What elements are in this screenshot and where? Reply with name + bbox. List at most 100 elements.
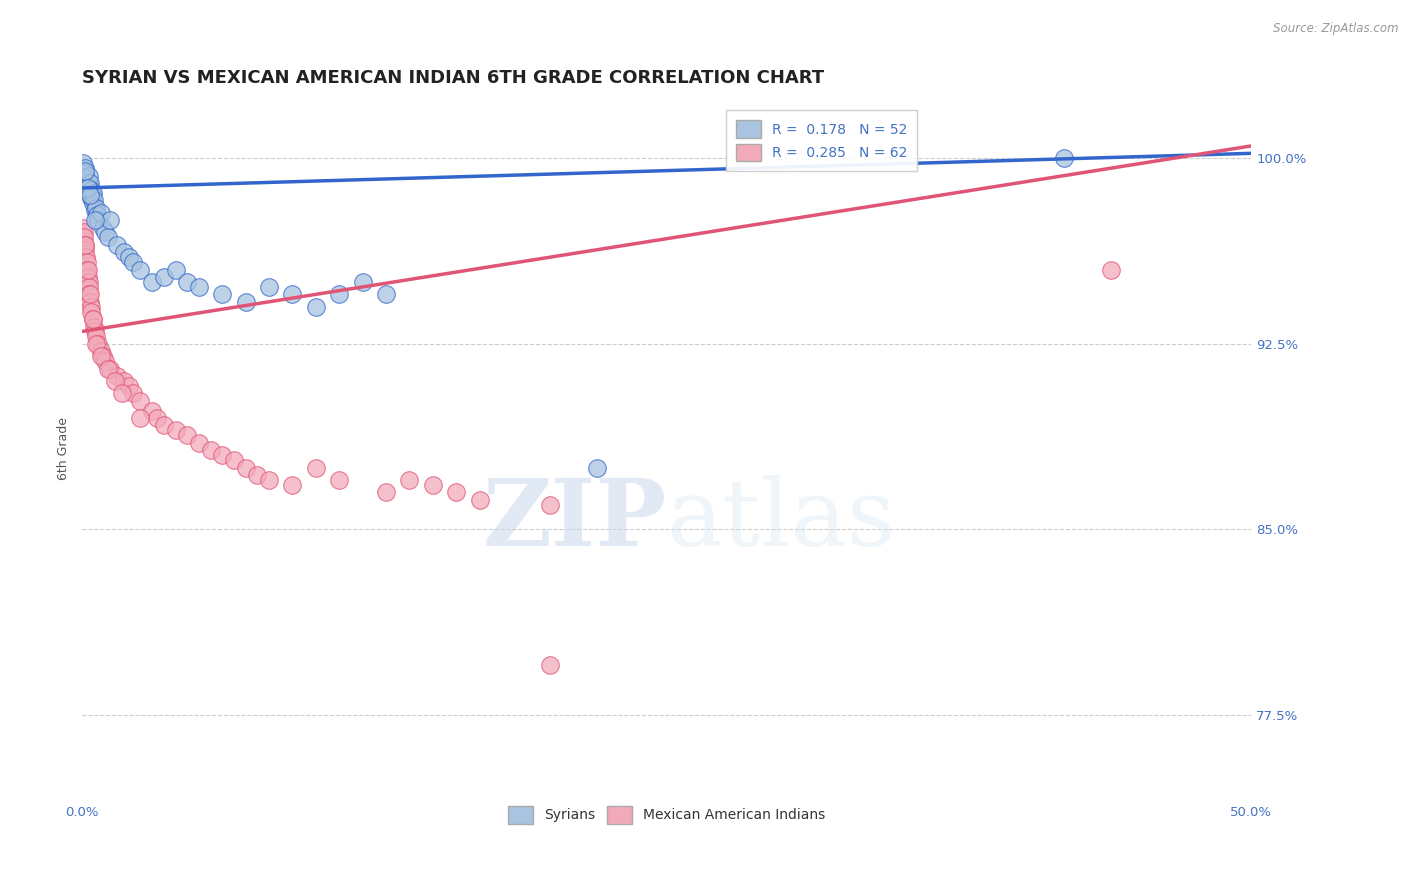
Point (76, 262, 98, 277)
Point (80, 300, 103, 314)
Point (235, 294, 257, 309)
Point (73, 161, 96, 176)
Point (146, 411, 169, 425)
Point (80, 304, 103, 318)
Point (398, 473, 420, 487)
Point (75, 243, 97, 257)
Point (97, 361, 120, 376)
Point (80, 183, 103, 197)
Point (141, 275, 163, 289)
Point (375, 485, 398, 500)
Point (98, 213, 121, 227)
Point (129, 393, 152, 408)
Point (165, 424, 187, 438)
Point (77, 169, 100, 183)
Point (375, 287, 398, 301)
Point (105, 238, 128, 252)
Point (76, 173, 98, 187)
Point (91, 349, 114, 363)
Point (83, 203, 105, 218)
Point (305, 300, 328, 314)
Point (246, 467, 269, 482)
Point (235, 460, 257, 475)
Point (75, 166, 97, 180)
Point (82, 312, 104, 326)
Point (73, 163, 96, 178)
Point (77, 275, 100, 289)
Point (73, 169, 96, 183)
Point (94, 354, 117, 368)
Point (80, 188, 103, 202)
Y-axis label: 6th Grade: 6th Grade (58, 417, 70, 481)
Point (75, 238, 97, 252)
Point (176, 275, 198, 289)
Point (83, 319, 105, 334)
Point (187, 280, 209, 294)
Point (98, 361, 121, 376)
Point (257, 473, 280, 487)
Point (122, 255, 145, 269)
Point (97, 230, 120, 244)
Point (1053, 151, 1076, 165)
Point (112, 374, 135, 388)
Point (468, 492, 491, 507)
Legend: Syrians, Mexican American Indians: Syrians, Mexican American Indians (499, 797, 835, 833)
Point (305, 460, 328, 475)
Point (76, 181, 98, 195)
Text: Source: ZipAtlas.com: Source: ZipAtlas.com (1274, 22, 1399, 36)
Point (211, 448, 233, 462)
Point (90, 349, 112, 363)
Point (111, 386, 134, 401)
Point (176, 428, 198, 442)
Point (444, 485, 467, 500)
Point (77, 280, 100, 294)
Point (83, 325, 105, 339)
Point (94, 226, 117, 240)
Point (538, 498, 561, 512)
Point (73, 238, 96, 252)
Point (257, 280, 280, 294)
Point (222, 453, 245, 467)
Point (72, 156, 94, 170)
Point (79, 176, 101, 190)
Point (79, 287, 101, 301)
Point (122, 386, 145, 401)
Point (187, 435, 209, 450)
Text: atlas: atlas (666, 475, 896, 565)
Point (87, 213, 110, 227)
Point (79, 188, 101, 202)
Point (77, 178, 100, 193)
Point (538, 658, 561, 673)
Point (82, 312, 104, 326)
Point (83, 194, 105, 208)
Point (82, 186, 104, 200)
Point (73, 226, 96, 240)
Point (73, 230, 96, 244)
Point (83, 213, 105, 227)
Point (118, 250, 141, 264)
Point (352, 275, 374, 289)
Point (79, 294, 101, 309)
Point (422, 478, 444, 492)
Point (281, 287, 304, 301)
Point (72, 220, 94, 235)
Point (328, 287, 350, 301)
Point (87, 336, 110, 351)
Point (104, 374, 127, 388)
Text: ZIP: ZIP (482, 475, 666, 565)
Point (129, 262, 152, 277)
Point (112, 245, 135, 260)
Point (75, 171, 97, 186)
Point (585, 460, 607, 475)
Point (90, 344, 112, 359)
Text: SYRIAN VS MEXICAN AMERICAN INDIAN 6TH GRADE CORRELATION CHART: SYRIAN VS MEXICAN AMERICAN INDIAN 6TH GR… (82, 69, 824, 87)
Point (80, 191, 103, 205)
Point (76, 270, 98, 285)
Point (141, 403, 163, 417)
Point (84, 336, 107, 351)
Point (118, 379, 141, 393)
Point (281, 478, 304, 492)
Point (75, 250, 97, 264)
Point (91, 220, 114, 235)
Point (75, 163, 97, 178)
